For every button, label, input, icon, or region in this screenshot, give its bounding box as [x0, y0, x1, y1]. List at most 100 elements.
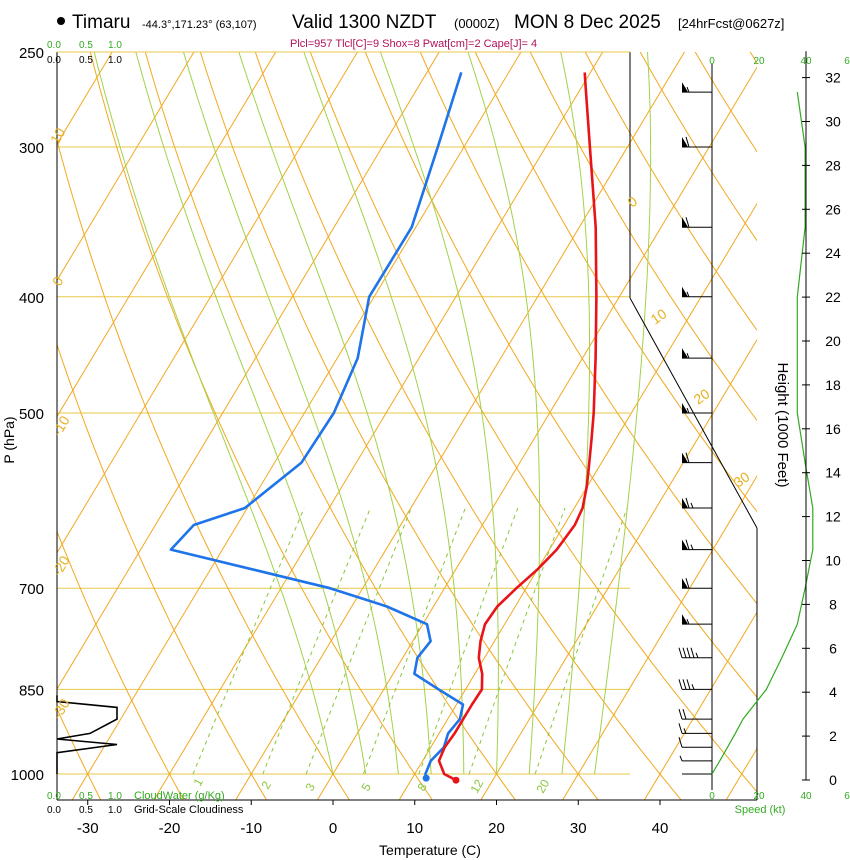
wind-barb-full [678, 647, 683, 658]
isotherm-line [235, 52, 686, 800]
dry-adiabat-line [694, 52, 757, 153]
dry-adiabat-line [144, 52, 516, 800]
height-tick-label: 10 [825, 553, 841, 569]
speed-scale-top: 20 [753, 56, 765, 67]
mixing-ratio-line [192, 507, 305, 775]
height-tick-label: 28 [825, 157, 841, 173]
wind-barb-full [685, 497, 690, 509]
valid-date: MON 8 Dec 2025 [514, 12, 661, 33]
mixing-ratio-label: 8 [414, 780, 430, 793]
mixing-ratio-line [305, 507, 412, 775]
wind-barb [682, 539, 712, 551]
station-name: Timaru [72, 12, 130, 33]
wind-barb [678, 737, 712, 748]
station-coords: -44.3°,171.23° (63,107) [142, 19, 257, 31]
wind-barb-full [678, 679, 683, 690]
wind-barb [682, 217, 712, 228]
mixing-ratio-line [534, 507, 628, 775]
wind-barb-half [695, 652, 699, 658]
wind-barb [682, 286, 712, 298]
profiles [169, 72, 598, 784]
y-axis-title: P (hPa) [1, 416, 17, 463]
bottom-cloudiness-scale-0: 0.0 [47, 805, 61, 816]
height-tick-label: 12 [825, 509, 841, 525]
top-cloudwater-scale-0: 0.0 [47, 40, 61, 51]
wind-barb-half [686, 407, 690, 414]
x-tick-label: 30 [570, 820, 587, 837]
wind-barb-half [679, 755, 683, 761]
height-tick-label: 26 [825, 201, 841, 217]
wind-barb-full [682, 647, 687, 658]
isotherm-line [57, 52, 359, 554]
dry-adiabat-line [474, 52, 757, 513]
x-tick-label: 10 [406, 820, 423, 837]
height-tick-label: 2 [829, 728, 837, 744]
isotherm-line [57, 52, 440, 690]
speed-scale-bottom: 20 [753, 791, 765, 802]
dry-adiabat-label: 10 [47, 125, 69, 147]
pressure-label: 400 [19, 290, 44, 307]
mixing-ratio-label: 1 [190, 775, 206, 788]
top-cloudiness-scale-1: 0.5 [79, 55, 93, 66]
wind-barb-full [686, 647, 691, 658]
moist-adiabat-line [135, 52, 367, 775]
wind-barb-flag [682, 614, 688, 625]
axes: -30 -20 -10 0 10 20 30 402503004005007008501000… [11, 45, 841, 837]
wind-barb-half [683, 728, 687, 734]
speed-scale-bottom: 6 [844, 791, 850, 802]
speed-scale-top: 6 [844, 56, 850, 67]
wind-barb-half [686, 86, 690, 93]
bottom-cloudiness-scale-2: 1.0 [108, 805, 122, 816]
dewpoint-profile-line [169, 72, 465, 779]
height-tick-label: 18 [825, 377, 841, 393]
mixing-ratio-label: 5 [358, 780, 374, 793]
wind-barb-full [678, 708, 683, 720]
x-axis-title: Temperature (C) [379, 842, 481, 858]
wind-barb-full [686, 679, 691, 690]
wind-barb-full [685, 452, 690, 463]
mixing-ratio-line [362, 507, 466, 775]
wind-barb [682, 614, 712, 625]
dry-adiabat-line [584, 52, 757, 332]
moist-adiabat-line [238, 52, 432, 775]
wind-barb-flag [682, 286, 688, 297]
cloudiness-line [56, 695, 118, 774]
isotherm-label: 20 [691, 385, 713, 407]
temperature-profile-line [437, 72, 598, 782]
wind-barb-flag [682, 452, 688, 463]
wind-barb-full [678, 737, 683, 748]
wind-barb-flag [682, 497, 688, 508]
pressure-label: 250 [19, 45, 44, 62]
dry-adiabat-line [57, 138, 350, 800]
wind-barb-half [686, 352, 690, 359]
height-tick-label: 32 [825, 70, 841, 86]
isotherm-line [562, 475, 757, 800]
wind-barb [678, 708, 712, 720]
pressure-label: 300 [19, 140, 44, 157]
height-tick-label: 24 [825, 245, 841, 261]
wind-barb-full [690, 647, 695, 658]
wind-barb-half [691, 684, 695, 690]
bottom-cloudwater-scale-0: 0.0 [47, 791, 61, 802]
dry-adiabat-line [0, 31, 18, 800]
background-lines [0, 31, 757, 800]
dry-adiabat-label: -20 [49, 553, 73, 579]
isotherm-line [399, 202, 757, 800]
isotherm-label: 30 [731, 468, 753, 490]
dry-adiabat-line [364, 52, 757, 698]
x-tick-label: 0 [329, 820, 337, 837]
moist-adiabat-line [182, 52, 399, 775]
height-tick-label: 0 [829, 772, 837, 788]
isotherm-line [72, 52, 522, 800]
mixing-ratio-label: 12 [467, 777, 486, 796]
bottom-cloudwater-label: CloudWater (g/Kg) [134, 790, 225, 802]
height-tick-label: 20 [825, 333, 841, 349]
top-cloudwater-scale-2: 1.0 [108, 40, 122, 51]
surface-temperature-marker [452, 776, 460, 784]
moist-adiabat-line [467, 52, 541, 775]
dry-adiabat-line [89, 52, 433, 800]
wind-barb-half [690, 502, 694, 509]
speed-axis-title: Speed (kt) [735, 804, 786, 816]
